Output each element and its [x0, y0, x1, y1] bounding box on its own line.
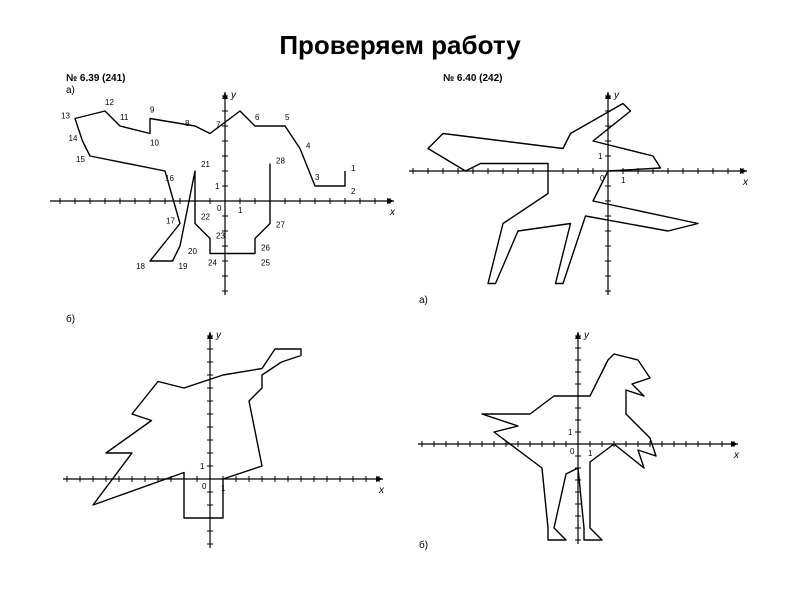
svg-text:27: 27	[276, 221, 285, 230]
svg-text:x: x	[733, 450, 740, 461]
svg-text:28: 28	[276, 157, 285, 166]
svg-text:14: 14	[69, 134, 78, 143]
svg-text:26: 26	[261, 244, 270, 253]
chart-top-right: xy011	[403, 71, 748, 306]
svg-text:8: 8	[185, 119, 190, 128]
svg-text:1: 1	[598, 152, 603, 161]
svg-text:16: 16	[165, 174, 174, 183]
svg-text:25: 25	[261, 259, 270, 268]
chart-grid: № 6.39 (241) а) xy0111234567891011121314…	[50, 71, 750, 551]
svg-text:1: 1	[588, 449, 593, 458]
cell-top-left: № 6.39 (241) а) xy0111234567891011121314…	[50, 71, 397, 308]
chart-bottom-left: xy011	[50, 314, 395, 549]
svg-text:2: 2	[351, 187, 356, 196]
svg-text:22: 22	[201, 213, 210, 222]
chart-top-left: xy01112345678910111213141516171819202122…	[50, 71, 395, 306]
svg-text:5: 5	[285, 113, 290, 122]
svg-text:20: 20	[188, 247, 197, 256]
svg-text:12: 12	[105, 98, 114, 107]
svg-text:9: 9	[150, 106, 155, 115]
svg-text:17: 17	[166, 217, 175, 226]
svg-text:y: y	[583, 330, 590, 341]
sub-label-a-2: а)	[419, 295, 428, 306]
svg-text:0: 0	[202, 482, 207, 491]
cell-top-right: № 6.40 (242) xy011 а)	[403, 71, 750, 308]
svg-text:15: 15	[76, 155, 85, 164]
svg-text:x: x	[378, 485, 385, 496]
svg-text:19: 19	[179, 262, 188, 271]
svg-text:y: y	[613, 90, 620, 101]
svg-text:x: x	[742, 177, 748, 188]
svg-text:3: 3	[315, 173, 320, 182]
svg-text:0: 0	[217, 204, 222, 213]
svg-text:y: y	[230, 90, 237, 101]
svg-text:1: 1	[568, 428, 573, 437]
page-title: Проверяем работу	[0, 0, 800, 71]
chart-bottom-right: x y 0 1 1	[403, 314, 748, 549]
cell-bottom-left: б) xy011	[50, 314, 397, 551]
svg-text:1: 1	[351, 164, 356, 173]
svg-text:18: 18	[136, 262, 145, 271]
svg-text:13: 13	[61, 112, 70, 121]
cell-bottom-right: x y 0 1 1 б)	[403, 314, 750, 551]
svg-text:4: 4	[306, 142, 311, 151]
svg-text:1: 1	[200, 462, 205, 471]
svg-text:7: 7	[216, 121, 221, 130]
sub-label-b-2: б)	[419, 540, 428, 551]
svg-text:y: y	[215, 330, 222, 341]
svg-text:1: 1	[215, 182, 220, 191]
svg-text:1: 1	[621, 176, 626, 185]
svg-text:6: 6	[255, 113, 260, 122]
svg-text:23: 23	[216, 232, 225, 241]
svg-text:24: 24	[208, 259, 217, 268]
svg-text:11: 11	[120, 113, 129, 122]
svg-text:21: 21	[201, 160, 210, 169]
svg-text:1: 1	[238, 206, 243, 215]
svg-text:10: 10	[150, 139, 159, 148]
svg-text:0: 0	[570, 447, 575, 456]
svg-text:x: x	[389, 207, 395, 218]
